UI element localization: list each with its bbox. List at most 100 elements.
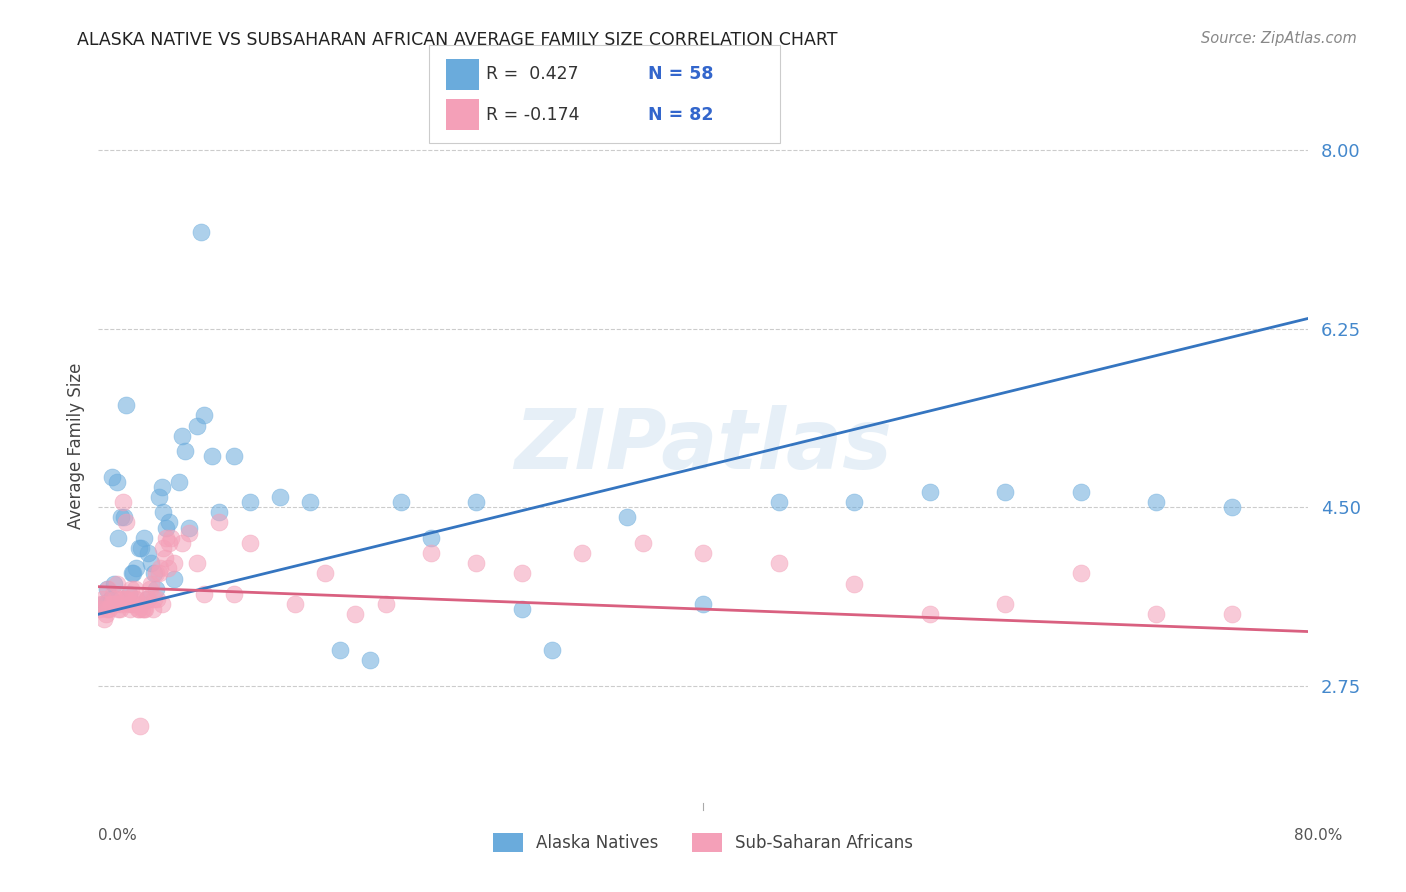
Point xyxy=(159,516,181,530)
Point xyxy=(239,536,262,550)
Point xyxy=(159,536,181,550)
Point xyxy=(510,602,533,616)
Point xyxy=(186,556,208,570)
Point xyxy=(120,602,142,616)
Point xyxy=(329,643,352,657)
Point xyxy=(114,591,136,606)
Text: N = 82: N = 82 xyxy=(648,105,714,124)
Point xyxy=(173,444,195,458)
Point xyxy=(110,597,132,611)
Point xyxy=(224,587,246,601)
Point xyxy=(110,510,132,524)
Point xyxy=(344,607,367,622)
Point xyxy=(103,576,125,591)
Point xyxy=(844,495,866,509)
Point xyxy=(129,597,152,611)
Point xyxy=(105,576,128,591)
Point xyxy=(98,602,121,616)
Point xyxy=(152,505,174,519)
Point xyxy=(118,597,141,611)
Point xyxy=(135,591,157,606)
Point xyxy=(143,591,166,606)
Point xyxy=(193,587,215,601)
Point xyxy=(150,597,173,611)
Point xyxy=(125,561,148,575)
Point xyxy=(101,587,124,601)
Point xyxy=(124,591,146,606)
Point xyxy=(150,480,173,494)
Point xyxy=(145,582,167,596)
Point xyxy=(152,541,174,555)
Point xyxy=(89,602,111,616)
Point xyxy=(149,561,172,575)
Point xyxy=(93,597,115,611)
Point xyxy=(94,607,117,622)
Point xyxy=(103,597,125,611)
Point xyxy=(108,602,131,616)
Point xyxy=(125,591,148,606)
Point xyxy=(163,556,186,570)
Point xyxy=(97,582,120,596)
Point xyxy=(465,495,488,509)
Point xyxy=(1070,566,1092,581)
Point xyxy=(94,597,117,611)
Point xyxy=(918,484,941,499)
Point xyxy=(465,556,488,570)
Point xyxy=(239,495,262,509)
Point xyxy=(374,597,396,611)
Point xyxy=(994,484,1017,499)
Point xyxy=(128,602,150,616)
Point xyxy=(1146,607,1168,622)
Point xyxy=(134,602,156,616)
Point xyxy=(111,495,134,509)
Point xyxy=(360,653,382,667)
Point xyxy=(124,582,146,596)
Point xyxy=(224,449,246,463)
Point xyxy=(96,602,118,616)
Point xyxy=(186,418,208,433)
Point xyxy=(167,475,190,489)
Point xyxy=(136,546,159,560)
Text: ZIPatlas: ZIPatlas xyxy=(515,406,891,486)
Point xyxy=(145,566,167,581)
Point xyxy=(105,475,128,489)
Point xyxy=(571,546,593,560)
Point xyxy=(160,531,183,545)
Point xyxy=(120,582,142,596)
Point xyxy=(143,566,166,581)
Point xyxy=(510,566,533,581)
Point xyxy=(768,495,790,509)
Point xyxy=(299,495,322,509)
Point xyxy=(141,556,163,570)
Point xyxy=(314,566,336,581)
Point xyxy=(104,591,127,606)
Point xyxy=(284,597,307,611)
Point xyxy=(190,225,212,239)
Point xyxy=(269,490,291,504)
Point xyxy=(114,398,136,412)
Point xyxy=(420,546,443,560)
Point xyxy=(193,409,215,423)
Point xyxy=(93,612,115,626)
Point xyxy=(179,520,201,534)
Point xyxy=(107,531,129,545)
Point xyxy=(1220,500,1243,515)
Point xyxy=(115,591,138,606)
Point xyxy=(128,541,150,555)
Point xyxy=(135,591,157,606)
Point xyxy=(121,597,143,611)
Point xyxy=(420,531,443,545)
Legend: Alaska Natives, Sub-Saharan Africans: Alaska Natives, Sub-Saharan Africans xyxy=(486,827,920,859)
Point xyxy=(121,566,143,581)
Point xyxy=(129,719,152,733)
Text: R =  0.427: R = 0.427 xyxy=(486,65,579,84)
Point xyxy=(692,546,714,560)
Point xyxy=(127,602,149,616)
Point xyxy=(142,602,165,616)
Point xyxy=(208,505,231,519)
Point xyxy=(136,591,159,606)
Point xyxy=(201,449,224,463)
Point xyxy=(148,490,170,504)
Point xyxy=(100,591,122,606)
Point xyxy=(170,536,193,550)
